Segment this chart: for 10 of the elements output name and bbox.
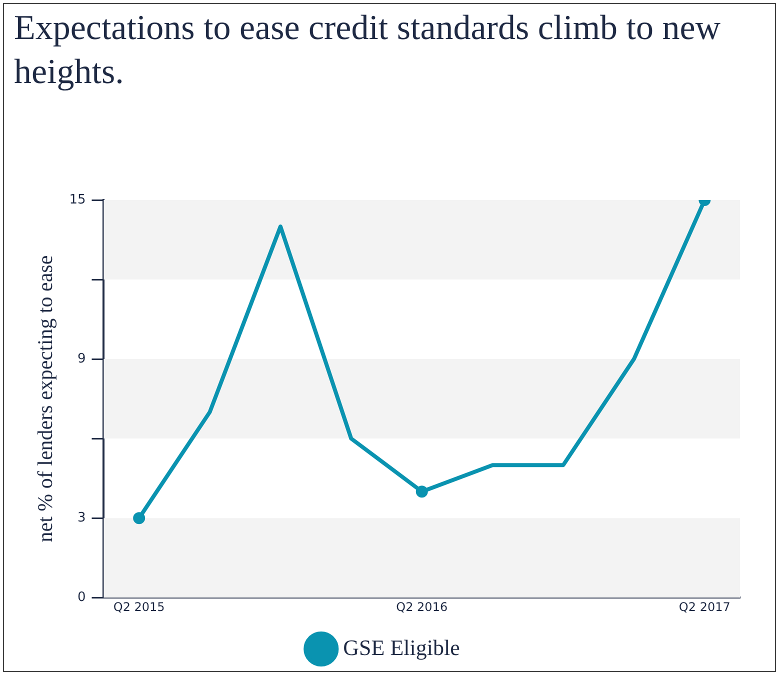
y-axis-title: net % of lenders expecting to ease (33, 255, 58, 542)
x-tick-label: Q2 2017 (678, 600, 730, 614)
y-tick-label: 9 (77, 351, 86, 366)
y-tick-label: 3 (77, 510, 86, 526)
y-tick-label: 15 (69, 192, 86, 208)
y-tick-label: 0 (77, 590, 86, 605)
chart-title: Expectations to ease credit standards climb to new heights. (14, 7, 722, 93)
x-tick-label: Q2 2015 (113, 600, 165, 614)
legend-label: GSE Eligible (343, 634, 460, 660)
x-tick-label: Q2 2016 (396, 600, 448, 614)
